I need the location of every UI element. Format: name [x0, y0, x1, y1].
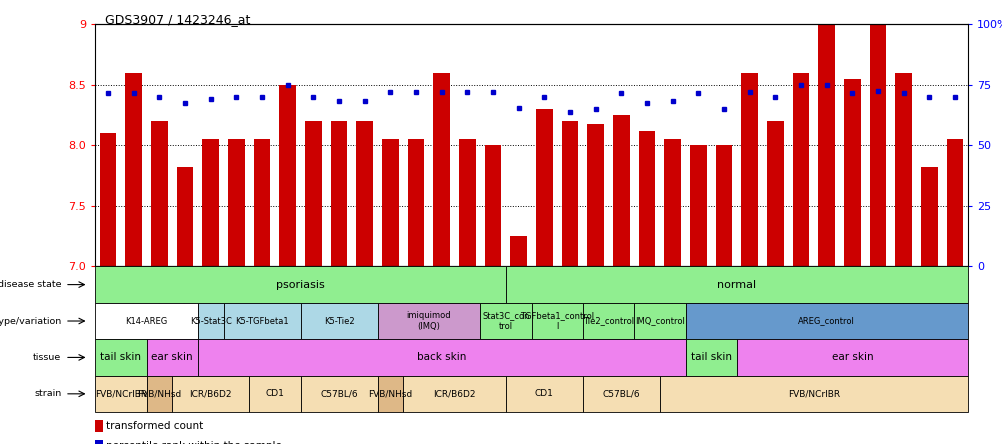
Text: ear skin: ear skin [151, 353, 193, 362]
Bar [176, 167, 193, 266]
Text: IMQ_control: IMQ_control [634, 317, 684, 325]
Bar [146, 339, 197, 376]
Text: strain: strain [34, 389, 61, 398]
Text: FVB/NCrIBR: FVB/NCrIBR [95, 389, 147, 398]
Bar [223, 303, 301, 339]
Bar [95, 440, 102, 444]
Bar [95, 266, 505, 303]
Text: K5-TGFbeta1: K5-TGFbeta1 [235, 317, 289, 325]
Text: Stat3C_con
trol: Stat3C_con trol [482, 311, 529, 331]
Bar [561, 121, 578, 266]
Bar [227, 139, 244, 266]
Bar [408, 139, 424, 266]
Text: Tie2_control: Tie2_control [582, 317, 633, 325]
Text: psoriasis: psoriasis [276, 280, 325, 289]
Bar [920, 167, 937, 266]
Bar [202, 139, 218, 266]
Bar [151, 121, 167, 266]
Text: CD1: CD1 [266, 389, 285, 398]
Bar [377, 376, 403, 412]
Bar [99, 133, 116, 266]
Bar [172, 376, 249, 412]
Bar [844, 79, 860, 266]
Bar [254, 139, 271, 266]
Bar [715, 145, 731, 266]
Bar [685, 339, 736, 376]
Bar [95, 376, 146, 412]
Text: disease state: disease state [0, 280, 61, 289]
Bar [633, 303, 685, 339]
Text: imiquimod
(IMQ): imiquimod (IMQ) [406, 311, 451, 331]
Text: C57BL/6: C57BL/6 [320, 389, 358, 398]
Text: back skin: back skin [417, 353, 466, 362]
Bar [510, 236, 527, 266]
Bar [301, 376, 377, 412]
Bar [659, 376, 967, 412]
Text: CD1: CD1 [534, 389, 553, 398]
Bar [663, 139, 680, 266]
Bar [505, 376, 582, 412]
Bar [146, 376, 172, 412]
Bar [767, 121, 783, 266]
Bar [587, 123, 603, 266]
Bar [946, 139, 963, 266]
Bar [736, 339, 967, 376]
Bar [280, 85, 296, 266]
Bar [95, 303, 197, 339]
Bar [403, 376, 505, 412]
Text: TGFbeta1_control
l: TGFbeta1_control l [520, 311, 594, 331]
Bar [535, 109, 552, 266]
Bar [612, 115, 629, 266]
Bar [95, 339, 146, 376]
Text: AREG_control: AREG_control [798, 317, 855, 325]
Text: K14-AREG: K14-AREG [125, 317, 167, 325]
Bar [95, 420, 102, 432]
Text: C57BL/6: C57BL/6 [602, 389, 639, 398]
Bar [818, 18, 835, 266]
Text: tail skin: tail skin [100, 353, 141, 362]
Bar [895, 73, 911, 266]
Bar [582, 303, 633, 339]
Bar [377, 303, 480, 339]
Bar [197, 339, 685, 376]
Text: ICR/B6D2: ICR/B6D2 [189, 389, 231, 398]
Text: FVB/NCrIBR: FVB/NCrIBR [787, 389, 839, 398]
Bar [301, 303, 377, 339]
Bar [792, 73, 809, 266]
Bar [305, 121, 322, 266]
Text: K5-Stat3C: K5-Stat3C [189, 317, 231, 325]
Bar [685, 303, 967, 339]
Bar [484, 145, 501, 266]
Bar [740, 73, 758, 266]
Bar [459, 139, 475, 266]
Text: genotype/variation: genotype/variation [0, 317, 61, 325]
Bar [480, 303, 531, 339]
Text: tail skin: tail skin [690, 353, 731, 362]
Bar [869, 24, 886, 266]
Text: FVB/NHsd: FVB/NHsd [368, 389, 412, 398]
Bar [197, 303, 223, 339]
Text: K5-Tie2: K5-Tie2 [324, 317, 354, 325]
Bar [125, 73, 142, 266]
Bar [249, 376, 301, 412]
Text: ICR/B6D2: ICR/B6D2 [433, 389, 475, 398]
Bar [382, 139, 399, 266]
Bar [689, 145, 706, 266]
Bar [505, 266, 967, 303]
Text: ear skin: ear skin [831, 353, 873, 362]
Text: normal: normal [716, 280, 756, 289]
Text: GDS3907 / 1423246_at: GDS3907 / 1423246_at [105, 13, 250, 26]
Bar [638, 131, 654, 266]
Bar [356, 121, 373, 266]
Bar [331, 121, 347, 266]
Text: tissue: tissue [33, 353, 61, 362]
Bar [433, 73, 450, 266]
Text: FVB/NHsd: FVB/NHsd [137, 389, 181, 398]
Bar [582, 376, 659, 412]
Bar [531, 303, 582, 339]
Text: percentile rank within the sample: percentile rank within the sample [106, 441, 282, 444]
Text: transformed count: transformed count [106, 421, 203, 432]
